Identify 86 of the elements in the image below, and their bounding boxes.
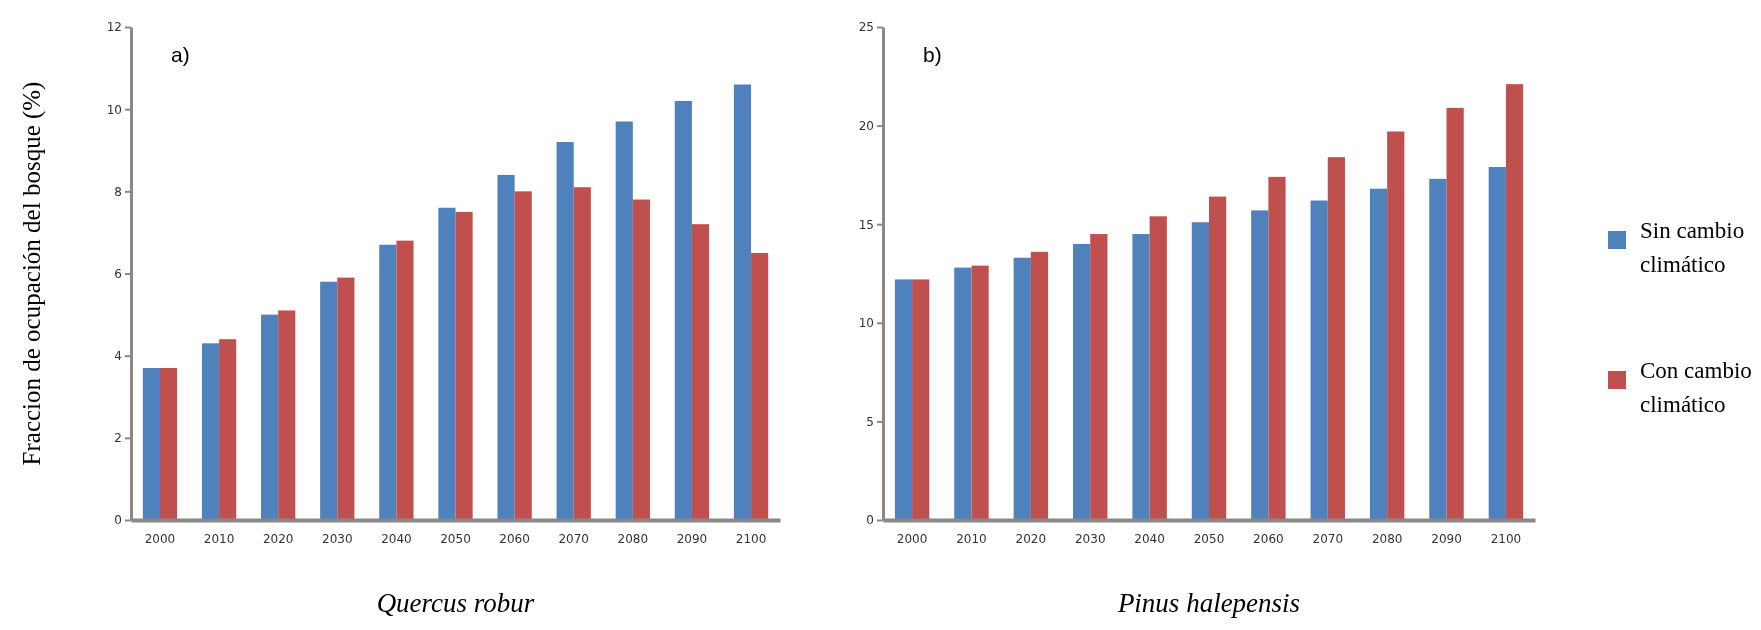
x-tick-label: 2090 — [676, 531, 708, 546]
x-tick-label: 2100 — [1490, 531, 1522, 546]
x-tick-label: 2020 — [262, 531, 294, 546]
x-tick-label: 2040 — [1134, 531, 1165, 546]
y-tick-label: 25 — [858, 20, 874, 35]
bar — [455, 211, 473, 520]
bar — [1251, 210, 1269, 520]
x-tick-label: 2030 — [322, 531, 353, 546]
bar — [514, 191, 532, 520]
bar — [142, 367, 160, 520]
bar — [219, 339, 237, 520]
bar — [396, 240, 414, 520]
bar — [1429, 178, 1447, 520]
legend-label: Con cambio climático — [1640, 358, 1752, 417]
bar — [201, 343, 220, 520]
bar — [1073, 243, 1091, 520]
y-tick-label: 6 — [114, 266, 122, 281]
x-axis-title: Quercus robur — [376, 588, 535, 618]
x-tick-label: 2030 — [1074, 531, 1106, 546]
x-tick-label: 2000 — [144, 531, 176, 546]
y-tick-label: 8 — [114, 184, 122, 199]
bar — [379, 244, 397, 520]
bar — [1310, 200, 1328, 520]
y-tick-label: 20 — [858, 118, 874, 133]
bar — [674, 100, 692, 520]
bar — [320, 281, 338, 520]
y-tick-label: 2 — [114, 431, 122, 446]
bar — [1030, 251, 1049, 520]
bar — [1132, 234, 1150, 520]
x-tick-label: 2050 — [440, 531, 471, 546]
y-tick-label: 4 — [114, 349, 122, 364]
bar — [1013, 257, 1031, 520]
bar — [1446, 107, 1464, 520]
x-tick-label: 2020 — [1015, 531, 1047, 546]
bar — [573, 187, 591, 520]
bar — [1191, 222, 1209, 520]
x-tick-label: 2050 — [1193, 531, 1225, 546]
x-tick-label: 2000 — [896, 531, 928, 546]
annotation: a) — [171, 43, 190, 66]
bar — [632, 199, 650, 520]
x-tick-label: 2010 — [956, 531, 987, 546]
x-tick-label: 2070 — [558, 531, 589, 546]
bar — [615, 121, 633, 520]
bar — [159, 367, 178, 520]
bar — [954, 267, 972, 520]
x-tick-label: 2080 — [617, 531, 649, 546]
bar — [497, 174, 515, 520]
x-tick-label: 2040 — [381, 531, 412, 546]
x-tick-label: 2060 — [499, 531, 530, 546]
bar — [1369, 188, 1388, 520]
bar — [691, 224, 710, 520]
y-tick-label: 0 — [114, 513, 122, 528]
y-tick-label: 10 — [858, 316, 874, 331]
bar — [278, 310, 296, 520]
y-tick-label: 15 — [858, 217, 874, 232]
x-tick-label: 2010 — [203, 531, 235, 546]
bar — [1488, 167, 1506, 520]
bar — [556, 142, 574, 520]
bar — [733, 84, 752, 520]
y-tick-label: 0 — [866, 513, 874, 528]
bar — [1149, 216, 1167, 520]
bar — [971, 265, 989, 520]
x-axis-title: Pinus halepensis — [1116, 588, 1301, 618]
bar — [894, 279, 913, 520]
bar — [751, 252, 769, 520]
annotation: b) — [923, 43, 942, 66]
bar — [1090, 234, 1108, 520]
bar — [261, 314, 279, 520]
bar — [438, 207, 456, 520]
y-tick-label: 10 — [106, 102, 122, 117]
bar — [1387, 131, 1405, 520]
bar — [1327, 157, 1345, 520]
x-tick-label: 2060 — [1253, 531, 1284, 546]
bar — [1505, 84, 1524, 520]
y-tick-label: 12 — [106, 20, 122, 35]
bar — [337, 277, 355, 520]
x-tick-label: 2080 — [1371, 531, 1403, 546]
bar — [912, 279, 930, 520]
bar — [1209, 196, 1227, 520]
x-tick-label: 2090 — [1431, 531, 1462, 546]
y-axis-title: Fraccion de ocupación del bosque (%) — [18, 81, 46, 466]
legend-label: Sin cambio climático — [1640, 218, 1745, 277]
y-tick-label: 5 — [866, 414, 874, 429]
x-tick-label: 2100 — [735, 531, 767, 546]
bar — [1268, 176, 1286, 520]
x-tick-label: 2070 — [1312, 531, 1344, 546]
